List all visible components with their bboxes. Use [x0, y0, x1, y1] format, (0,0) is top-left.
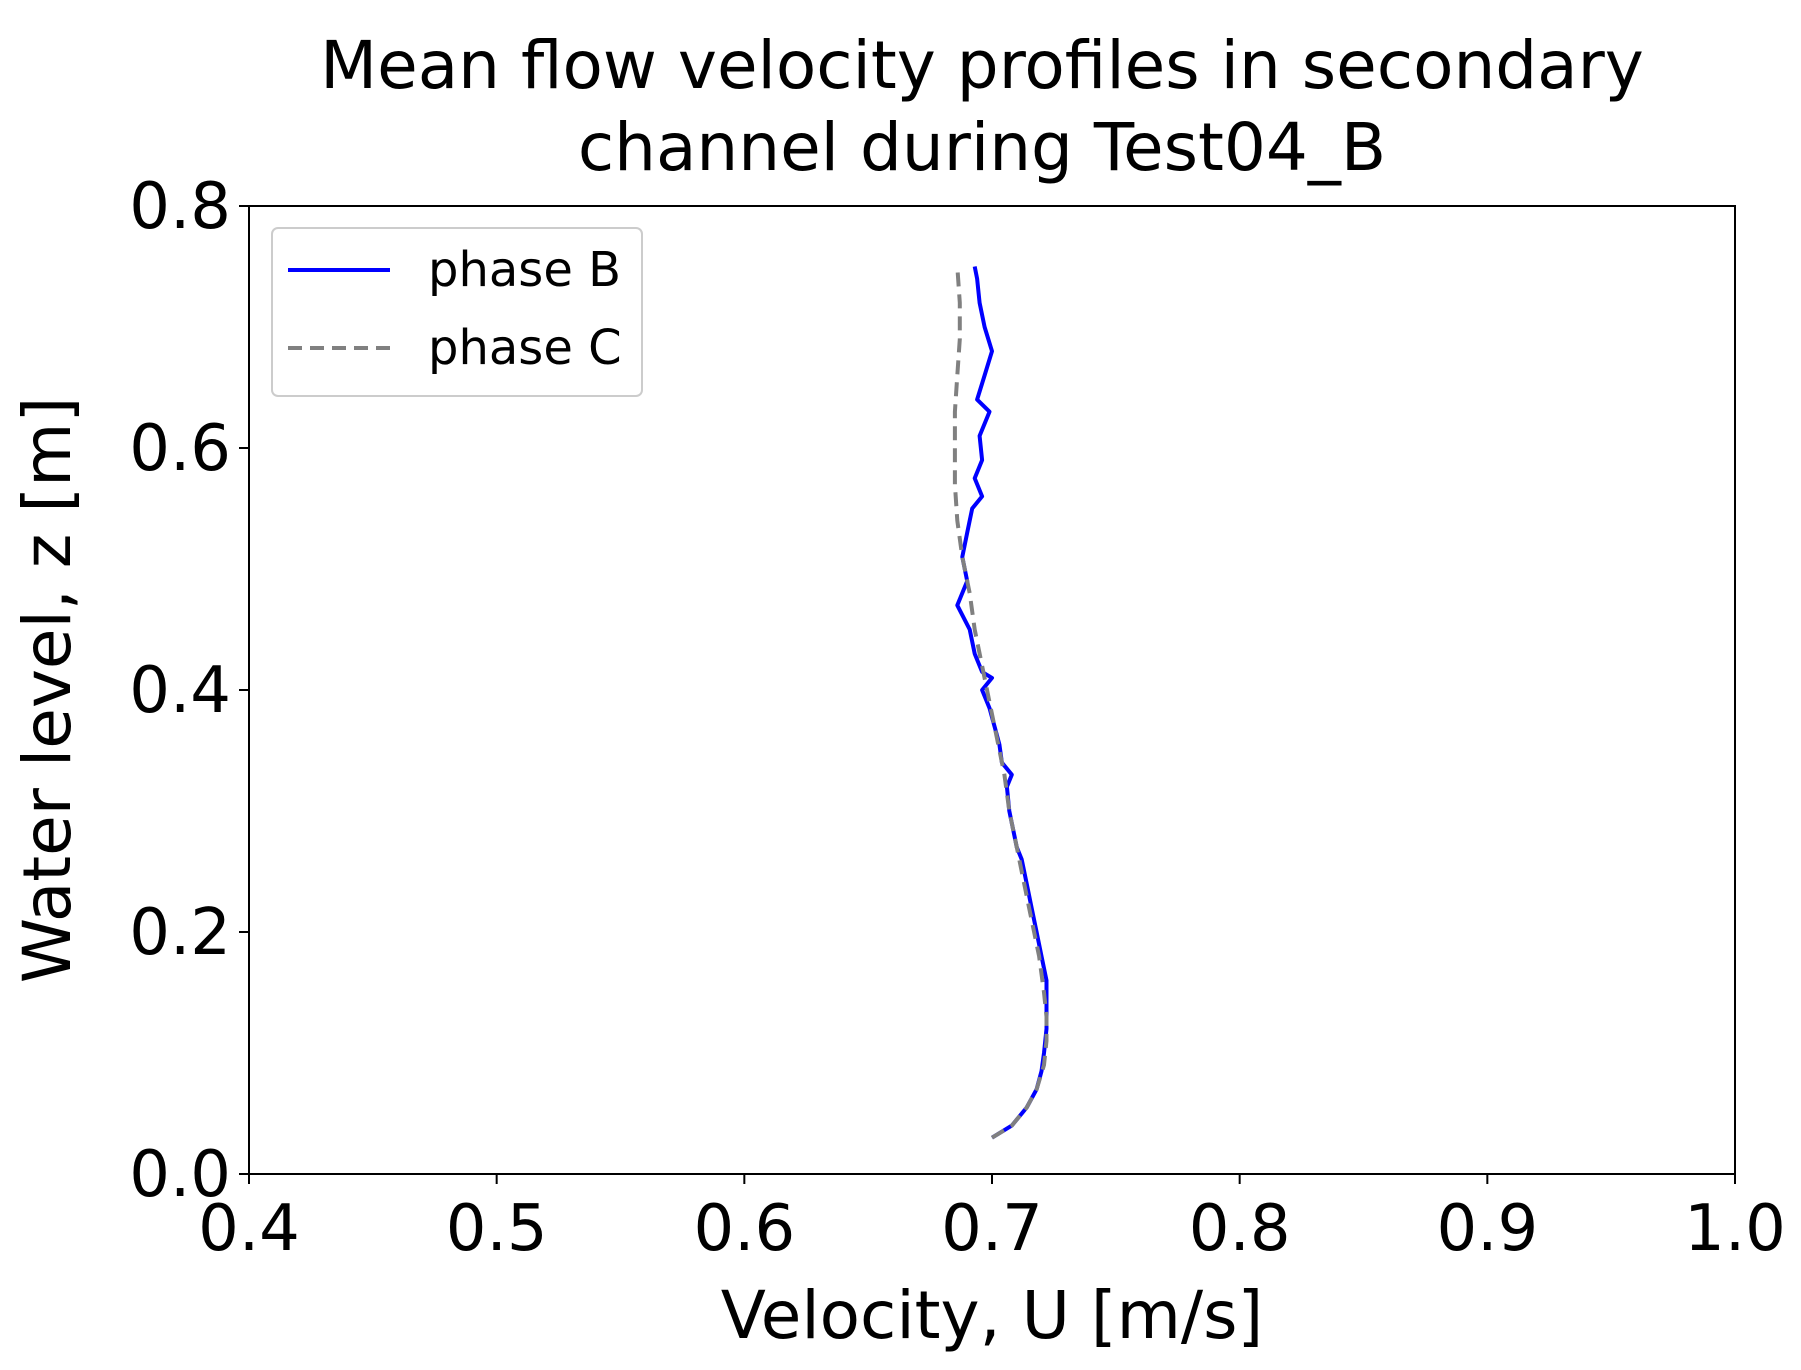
series-line-phase-c — [952, 266, 1049, 1140]
tick-layer: 0.4 0.5 0.6 0.7 0.8 0.9 1.0 0.0 0.2 0.4 0.6 0.8 — [129, 170, 1786, 1266]
x-tick-label: 0.9 — [1436, 1192, 1538, 1266]
chart-title-line-1: Mean flow velocity profiles in secondary — [320, 27, 1644, 104]
y-tick-label: 0.0 — [129, 1138, 231, 1212]
x-axis-label: Velocity, U [m/s] — [721, 1277, 1264, 1354]
x-tick-label: 0.5 — [446, 1192, 548, 1266]
x-tick-label: 0.6 — [693, 1192, 795, 1266]
legend-label-phase-c: phase C — [428, 320, 622, 376]
series-line-phase-b — [955, 266, 1049, 1140]
x-tick-label: 0.4 — [198, 1192, 300, 1266]
y-axis-label: Water level, z [m] — [9, 397, 86, 983]
y-tick-label: 0.6 — [129, 412, 231, 486]
x-tick-label: 0.8 — [1189, 1192, 1291, 1266]
x-tick-label: 1.0 — [1684, 1192, 1786, 1266]
y-tick-label: 0.4 — [129, 654, 231, 728]
x-tick-label: 0.7 — [941, 1192, 1043, 1266]
y-tick-label: 0.2 — [129, 896, 231, 970]
legend: phase B phase C — [271, 227, 643, 397]
series-layer — [952, 266, 1049, 1140]
legend-label-phase-b: phase B — [428, 242, 621, 298]
chart-title-line-2: channel during Test04_B — [578, 109, 1386, 186]
y-tick-label: 0.8 — [129, 170, 231, 244]
